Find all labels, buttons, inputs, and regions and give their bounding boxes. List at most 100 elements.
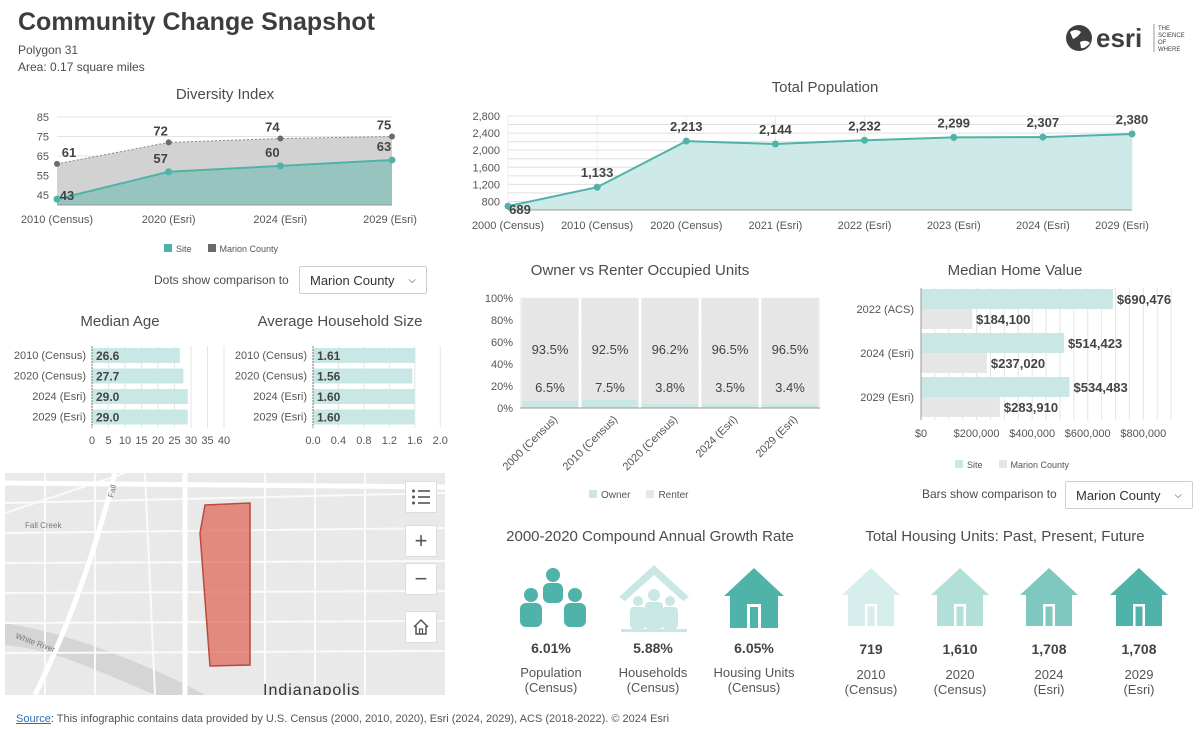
growth-value: 5.88% — [633, 640, 673, 656]
x-tick-label: 2024 (Esri) — [1016, 220, 1070, 232]
population-chart: 800 1,200 1,600 2,000 2,400 2,800 689 1,133 2,21… — [472, 111, 1149, 232]
x-tick-label: 2024 (Esri) — [694, 414, 741, 461]
county-point — [165, 139, 172, 146]
population-data-label: 2,299 — [937, 115, 970, 130]
housing-units-title: Total Housing Units: Past, Present, Futu… — [865, 528, 1145, 545]
bar — [92, 389, 188, 404]
population-point — [950, 133, 958, 141]
source-note: Source: This infographic contains data p… — [16, 713, 669, 725]
house-icon — [1018, 566, 1080, 633]
x-tick-label: 2000 (Census) — [501, 414, 561, 474]
bar-data-label: 26.6 — [96, 349, 120, 363]
bar — [313, 368, 413, 384]
globe-icon: esri THE SCIENCE OF WHERE — [1066, 23, 1185, 53]
renter-bar — [762, 298, 818, 405]
population-line — [507, 132, 1133, 208]
housing-source: (Census) — [844, 682, 898, 697]
site-area — [57, 160, 392, 205]
renter-data-label: 96.5% — [712, 342, 749, 357]
bars-comparison-label: Bars show comparison to — [922, 487, 1057, 501]
polygon-label: Polygon 31 — [18, 43, 79, 57]
y-tick-label: 2020 (Census) — [14, 371, 86, 383]
diversity-comparison-dropdown[interactable]: Marion County ⌵ — [299, 266, 427, 294]
x-tick-label: 0 — [89, 435, 95, 447]
renter-data-label: 96.2% — [652, 342, 689, 357]
tenure-chart: 0% 20% 40% 60% 80% 100% 93.5% 6.5% 2000 (Census)… — [485, 293, 820, 474]
map-canvas: Fall Creek White River Fall Indianapolis — [5, 473, 445, 695]
site-data-label: $514,423 — [1068, 336, 1122, 351]
site-data-label: 43 — [60, 188, 74, 203]
county-bar — [921, 353, 987, 373]
county-bar — [921, 397, 1000, 417]
x-tick-label: 35 — [201, 435, 213, 447]
legend-list-button[interactable] — [405, 481, 437, 513]
y-tick-label: 0% — [497, 403, 513, 415]
population-point — [861, 136, 869, 144]
housing-units-value: 1,610 — [942, 641, 978, 657]
owner-bar — [582, 399, 638, 408]
housing-year: 2024 — [1034, 667, 1064, 682]
growth-label-sub: (Census) — [524, 680, 578, 695]
growth-label-main: Households — [618, 665, 688, 680]
population-point — [1039, 133, 1047, 141]
x-tick-label: 0.4 — [331, 435, 346, 447]
dropdown-value: Marion County — [1076, 488, 1161, 503]
x-tick-label: 0.8 — [356, 435, 371, 447]
population-data-label: 2,380 — [1116, 112, 1149, 127]
population-data-label: 2,307 — [1027, 115, 1060, 130]
logo-tagline-4: WHERE — [1158, 47, 1180, 53]
legend-county: Marion County — [207, 244, 278, 254]
x-tick-label: 2020 (Esri) — [142, 214, 196, 226]
housing-source: (Esri) — [1033, 682, 1065, 697]
county-point — [389, 133, 395, 140]
y-tick-label: 1,200 — [472, 179, 500, 191]
growth-value: 6.01% — [531, 640, 571, 656]
owner-bar — [702, 404, 758, 408]
dropdown-value: Marion County — [310, 273, 395, 288]
map-view[interactable]: Fall Creek White River Fall Indianapolis… — [5, 473, 445, 695]
zoom-in-button[interactable]: + — [405, 525, 437, 557]
house-icon — [1108, 566, 1170, 633]
housing-year: 2010 — [856, 667, 886, 682]
population-data-label: 2,144 — [759, 122, 792, 137]
bar — [92, 348, 180, 363]
household-size-chart: 0.0 0.4 0.8 1.2 1.6 2.0 2010 (Census) 1.61 2020 … — [235, 346, 448, 447]
bar-data-label: 1.56 — [317, 370, 341, 384]
site-point — [165, 168, 173, 176]
y-tick-label: 2022 (ACS) — [857, 304, 914, 316]
household-size-title: Average Household Size — [257, 313, 423, 330]
home-extent-button[interactable] — [405, 611, 437, 643]
site-line — [56, 159, 393, 201]
population-point — [1128, 130, 1136, 138]
x-tick-label: 2023 (Esri) — [927, 220, 981, 232]
owner-data-label: 3.5% — [715, 380, 745, 395]
growth-label-main: Population — [520, 665, 582, 680]
site-point — [276, 162, 284, 170]
site-bar — [921, 333, 1064, 353]
owner-data-label: 3.4% — [775, 380, 805, 395]
housing-units-label: 2024 (Esri) — [999, 667, 1099, 697]
people-icon — [516, 565, 590, 638]
y-tick-label: 60% — [491, 337, 513, 349]
source-link[interactable]: Source — [16, 713, 51, 725]
chevron-down-icon: ⌵ — [1174, 490, 1182, 501]
growth-label-sub: (Census) — [626, 680, 680, 695]
renter-bar — [642, 298, 698, 404]
chevron-down-icon: ⌵ — [408, 275, 416, 286]
county-data-label: $184,100 — [976, 312, 1030, 327]
zoom-out-button[interactable]: − — [405, 563, 437, 595]
x-tick-label: 2000 (Census) — [472, 220, 544, 232]
site-bar — [921, 289, 1113, 309]
y-tick-label: 20% — [491, 381, 513, 393]
county-bar — [921, 309, 973, 329]
bar-data-label: 1.60 — [317, 411, 341, 425]
site-data-label: $534,483 — [1074, 380, 1128, 395]
road-label: Fall — [106, 484, 118, 499]
housing-source: (Esri) — [1123, 682, 1155, 697]
y-tick-label: 40% — [491, 359, 513, 371]
housing-units-label: 2020 (Census) — [910, 667, 1010, 697]
site-polygon[interactable] — [199, 502, 251, 667]
bar — [313, 348, 416, 363]
home-value-comparison-dropdown[interactable]: Marion County ⌵ — [1065, 481, 1193, 509]
owner-bar — [642, 403, 698, 408]
